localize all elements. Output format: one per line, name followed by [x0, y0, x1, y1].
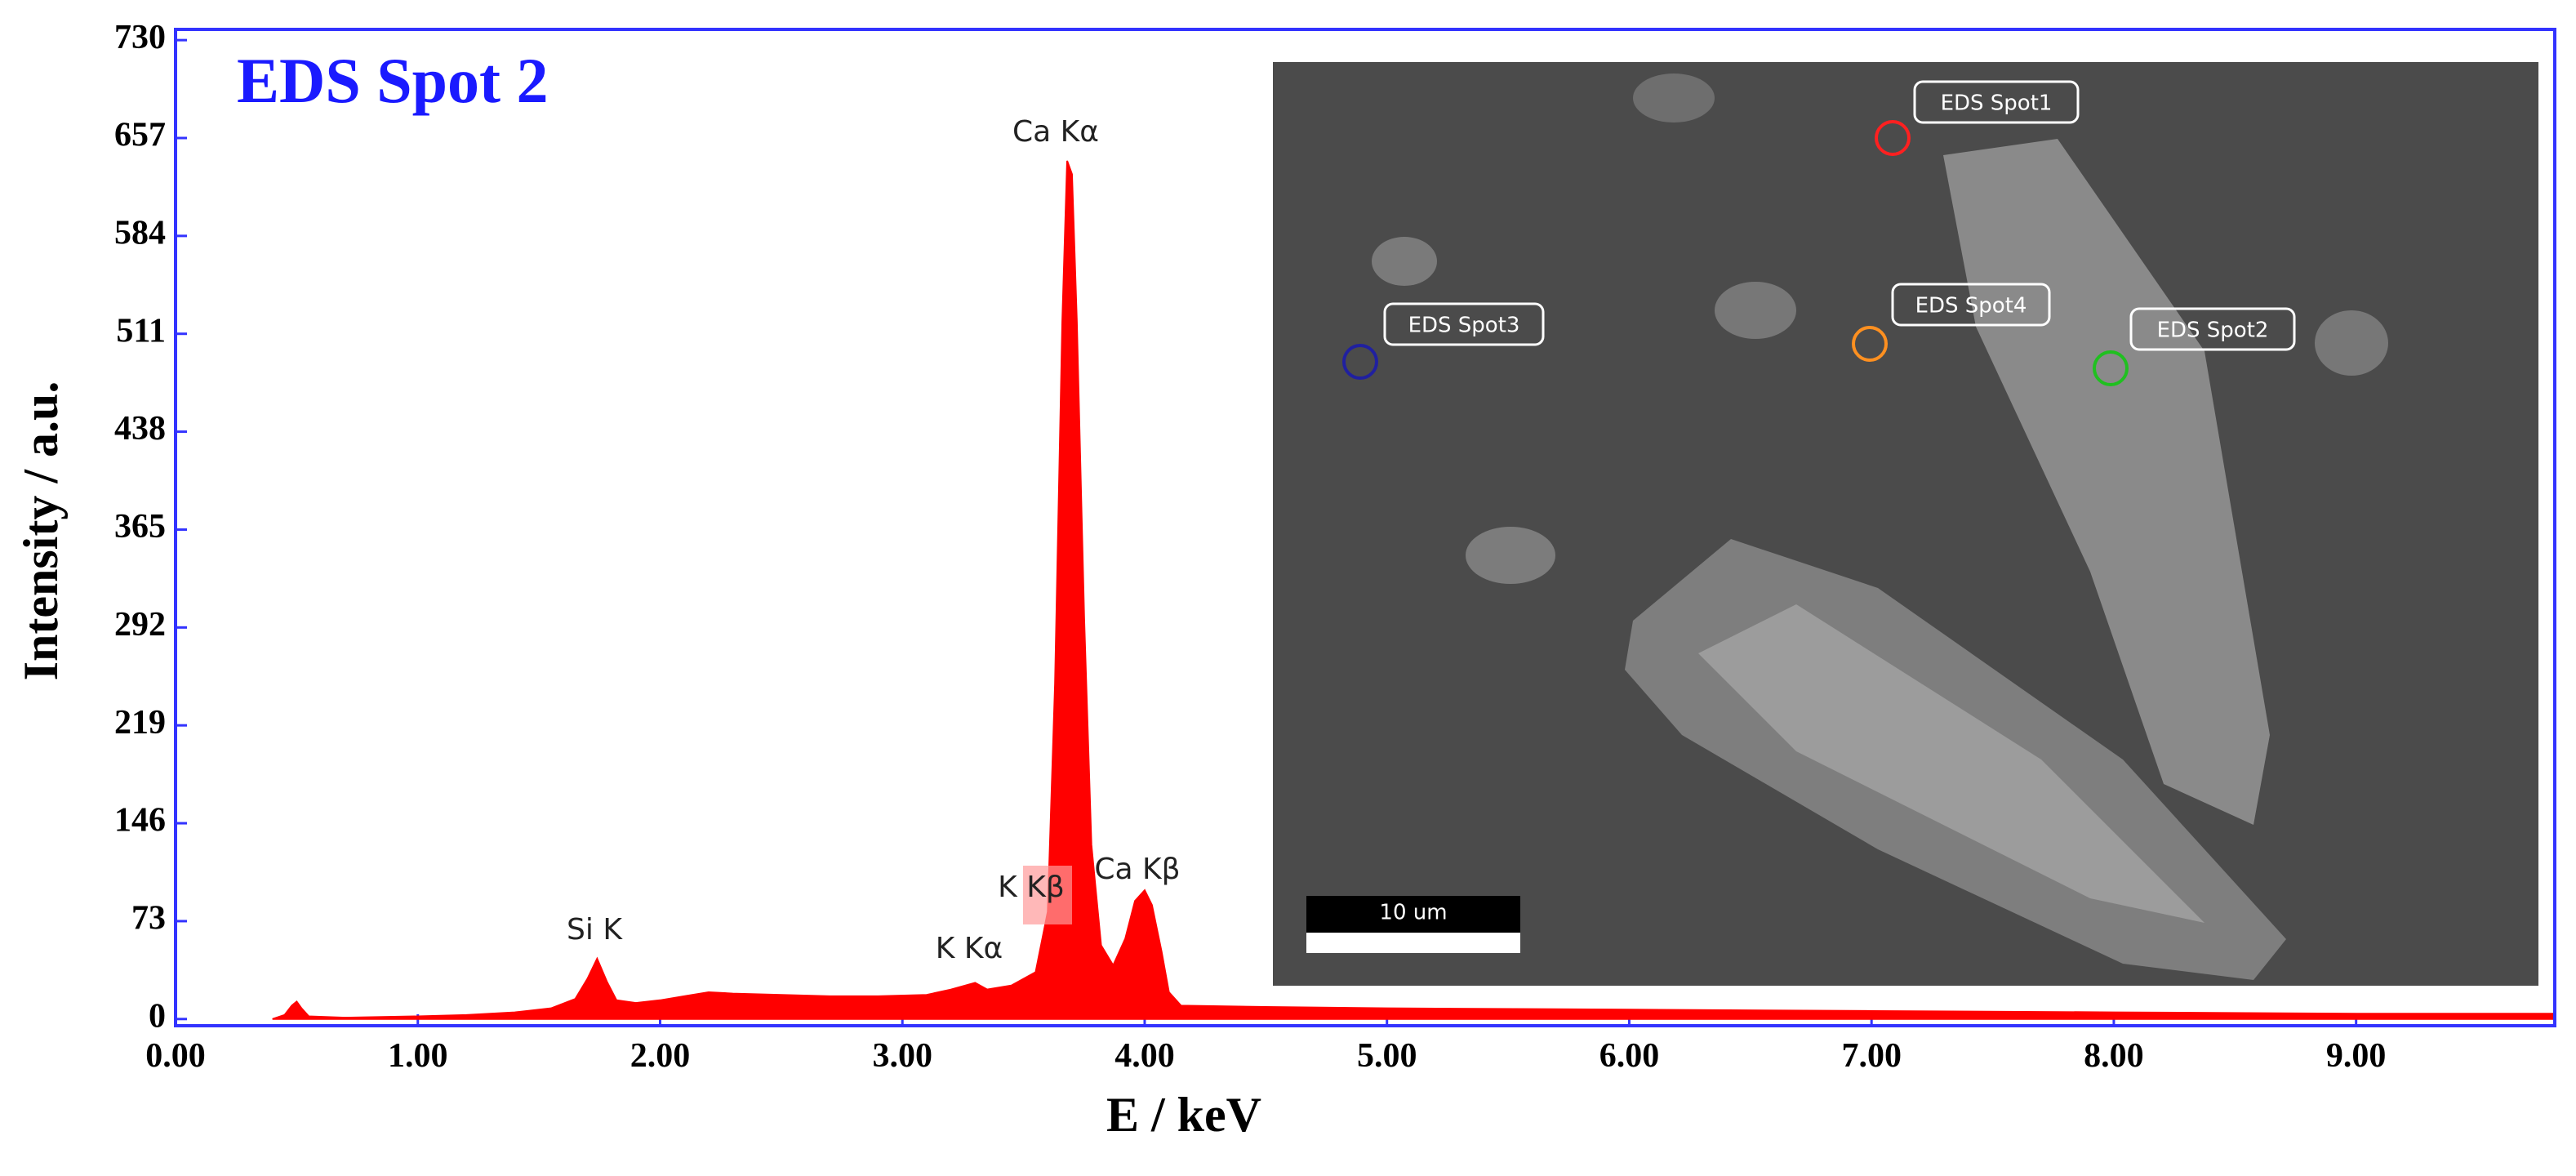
peak-label: Ca Kα — [1012, 115, 1099, 149]
x-tick-label: 9.00 — [2326, 1037, 2387, 1075]
x-axis-label: E / keV — [1106, 1088, 1261, 1142]
y-tick-label: 292 — [114, 606, 166, 644]
spot-label-box — [1383, 302, 1545, 346]
y-axis-label: Intensity / a.u. — [14, 381, 68, 681]
y-tick-label: 511 — [116, 312, 166, 350]
spot-label-box — [1913, 80, 2080, 124]
peak-label: Si K — [567, 913, 623, 947]
scale-bar — [1306, 933, 1520, 953]
chart-title: EDS Spot 2 — [237, 45, 548, 116]
y-tick-label: 73 — [131, 900, 166, 938]
x-tick-label: 2.00 — [630, 1037, 691, 1075]
y-tick-label: 0 — [149, 997, 166, 1035]
x-tick-label: 0.00 — [145, 1037, 206, 1075]
y-tick-label: 584 — [114, 215, 166, 252]
crystal-face — [1698, 604, 2205, 923]
y-tick-label: 657 — [114, 117, 166, 154]
spot-label: EDS Spot4 — [1915, 294, 2027, 318]
y-tick-label: 730 — [114, 19, 166, 56]
peak-label: Ca Kβ — [1094, 853, 1180, 886]
sem-image: 10 um EDS Spot1 EDS Spot3 EDS Spot4 EDS Spo… — [1273, 62, 2538, 986]
particle — [1715, 282, 1796, 339]
x-tick-label: 3.00 — [872, 1037, 932, 1075]
spot-marker — [1342, 344, 1378, 380]
spectrum — [272, 160, 2556, 1020]
particle — [1466, 527, 1555, 584]
spot-label: EDS Spot1 — [1941, 91, 2053, 116]
y-tick-label: 146 — [114, 802, 166, 840]
x-tick-label: 7.00 — [1841, 1037, 1902, 1075]
x-tick-label: 8.00 — [2084, 1037, 2144, 1075]
x-tick-label: 1.00 — [388, 1037, 448, 1075]
particle — [1372, 237, 1437, 286]
spot-label: EDS Spot2 — [2157, 318, 2269, 343]
plot-frame — [174, 28, 2556, 1027]
y-tick-label: 365 — [114, 508, 166, 546]
spot-marker — [1852, 326, 1888, 362]
x-tick-label: 5.00 — [1357, 1037, 1417, 1075]
y-tick-label: 438 — [114, 410, 166, 448]
y-tick-label: 219 — [114, 704, 166, 742]
spot-marker — [2093, 350, 2129, 386]
x-tick-label: 6.00 — [1599, 1037, 1660, 1075]
peak-label: K Kβ — [998, 871, 1065, 904]
x-tick-label: 4.00 — [1114, 1037, 1175, 1075]
particle — [2315, 310, 2388, 376]
peak-label: K Kα — [936, 932, 1003, 965]
scale-bar-label: 10 um — [1379, 901, 1447, 925]
highlight — [1023, 866, 1072, 924]
spot-label-box — [1891, 283, 2051, 327]
spot-marker — [1875, 120, 1911, 156]
spot-label: EDS Spot3 — [1408, 314, 1520, 338]
crystal — [1943, 139, 2270, 825]
particle — [1633, 74, 1715, 122]
spot-label-box — [2129, 307, 2296, 351]
